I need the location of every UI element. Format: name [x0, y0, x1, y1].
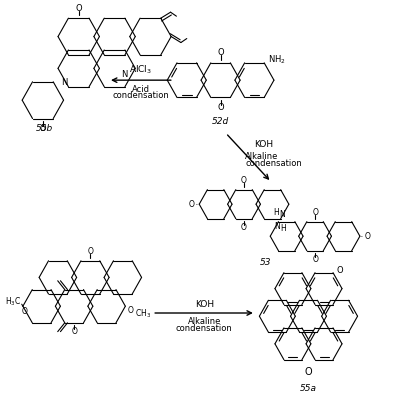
Text: H$_3$C: H$_3$C	[4, 296, 21, 309]
Text: O: O	[71, 327, 77, 336]
Text: O: O	[75, 4, 82, 13]
Text: O: O	[241, 223, 247, 232]
Text: CH$_3$: CH$_3$	[135, 307, 151, 319]
Text: O: O	[127, 306, 133, 315]
Text: O: O	[217, 48, 224, 57]
Text: O: O	[22, 307, 28, 316]
Text: condensation: condensation	[245, 160, 302, 168]
Text: O: O	[305, 367, 312, 377]
Text: O: O	[336, 266, 343, 275]
Text: 55b: 55b	[35, 124, 53, 133]
Text: O: O	[87, 247, 93, 256]
Text: N: N	[274, 222, 280, 231]
Text: O: O	[312, 255, 318, 264]
Text: H: H	[273, 208, 279, 217]
Text: O: O	[241, 177, 247, 186]
Text: O: O	[312, 208, 318, 217]
Text: Alkaline: Alkaline	[245, 152, 279, 161]
Text: O: O	[189, 200, 194, 209]
Text: N: N	[279, 210, 285, 219]
Text: 55a: 55a	[300, 384, 317, 393]
Text: condensation: condensation	[176, 324, 232, 333]
Text: Alkaline: Alkaline	[188, 317, 221, 326]
Text: 52d: 52d	[212, 117, 229, 126]
Text: O: O	[40, 124, 46, 133]
Text: 53: 53	[260, 258, 271, 267]
Text: N: N	[61, 78, 67, 87]
Text: KOH: KOH	[195, 300, 214, 309]
Text: KOH: KOH	[254, 140, 273, 149]
Text: NH$_2$: NH$_2$	[268, 53, 286, 66]
Text: Acid: Acid	[132, 85, 150, 94]
Text: condensation: condensation	[113, 91, 169, 101]
Text: O: O	[217, 103, 224, 112]
Text: AlCl$_3$: AlCl$_3$	[130, 63, 152, 76]
Text: N: N	[121, 70, 127, 79]
Text: O: O	[364, 232, 371, 241]
Text: H: H	[280, 224, 286, 233]
